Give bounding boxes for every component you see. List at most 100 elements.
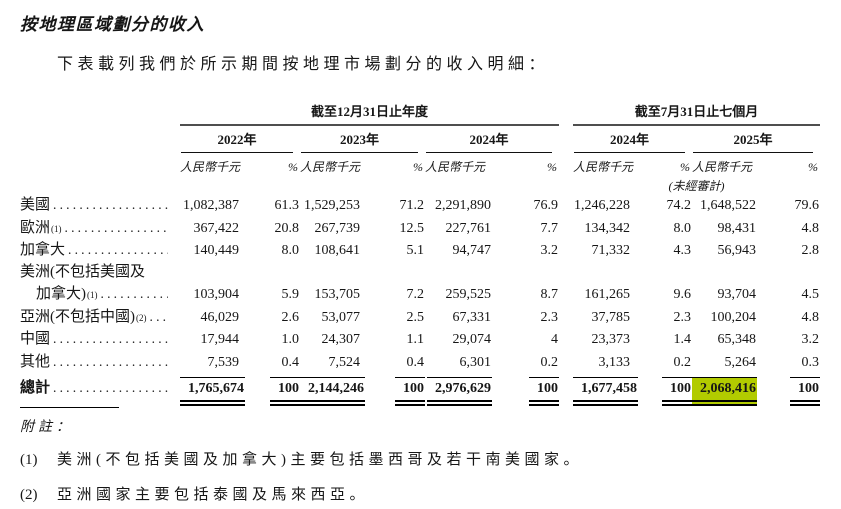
total-value: 100 [270,377,300,406]
cell-percent: 7.7 [540,220,559,236]
cell-percent: 0.3 [801,354,820,370]
cell-percent: 12.5 [399,220,425,236]
dot-leader [101,283,169,306]
footnote-divider [20,407,119,408]
unit-label: 人民幣千元 [425,160,486,174]
cell-percent: 0.4 [281,354,300,370]
cell-percent: 1.1 [406,332,425,347]
row-label: 中國 [20,328,180,351]
unit-header-2024-7m: 人民幣千元% [573,153,692,177]
unit-header-row: 人民幣千元% 人民幣千元% 人民幣千元% 人民幣千元% 人民幣千元% [20,153,820,177]
cell-percent: 1.4 [673,332,692,347]
footnote-2: (2) 亞洲國家主要包括泰國及馬來西亞。 [20,483,369,504]
total-value: 1,765,674 [180,377,245,406]
total-label: 總計 [20,373,180,406]
total-value: 2,976,629 [427,377,492,406]
table-body: 美國 1,082,387 61.3 1,529,253 71.2 2,291,890 76.… [20,194,821,406]
cell-amount: 259,525 [445,287,492,302]
row-label: 美洲(不包括美國及 加拿大) (1) [20,262,180,306]
row-label-text: 總計 [20,380,51,396]
cell-amount: 267,739 [314,220,361,236]
cell-percent: 9.6 [673,287,692,302]
unit-header-2025-7m: 人民幣千元% [692,153,820,177]
group-header-annual: 截至12月31日止年度 [180,97,560,126]
cell-amount: 6,301 [459,354,492,370]
cell-amount: 24,307 [321,332,361,347]
row-label-line: 總計 [20,377,168,400]
footnote-1: (1) 美洲(不包括美國及加拿大)主要包括墨西哥及若干南美國家。 [20,448,583,469]
dot-leader [53,377,168,400]
total-amount: 1,677,458 [573,373,639,406]
row-label-text: 美國 [20,197,51,213]
spacer-cell [559,262,573,306]
dot-leader [53,328,168,351]
cell-amount: 93,704 [717,287,757,302]
page-title: 按地理區域劃分的收入 [20,15,205,34]
cell-amount: 53,077 [321,309,361,325]
cell-amount: 367,422 [193,220,240,236]
spacer-cell [20,153,180,177]
year-header-2022: 2022年 [180,125,300,153]
row-label-line: 美國 [20,194,168,217]
intro-text: 下表載列我們於所示期間按地理市場劃分的收入明細： [57,56,550,73]
group-header-seven-months: 截至7月31日止七個月 [573,97,821,126]
table-row: 中國 17,944 1.0 24,307 1.1 29,074 4 23,373 1.4 65,3… [20,328,820,351]
cell-percent: 1.0 [281,332,300,347]
cell-amount: 29,074 [452,332,492,347]
spacer-cell [559,194,573,217]
total-value: 1,677,458 [573,377,639,406]
cell-amount: 7,524 [328,354,361,370]
row-label-line: 歐洲 (1) [20,217,168,240]
spacer-cell [559,239,573,262]
cell-amount: 94,747 [452,243,492,258]
spacer-cell [559,373,573,406]
year-header-row: 2022年 2023年 2024年 2024年 2025年 [20,125,820,153]
total-value: 2,144,246 [300,377,365,406]
cell-percent: 5.9 [281,287,300,302]
cell-amount: 3,133 [598,354,631,370]
total-value: 100 [395,377,425,406]
total-percent: 100 [361,373,425,406]
unit-header-2023: 人民幣千元% [300,153,425,177]
cell-amount: 56,943 [717,243,757,258]
cell-amount: 37,785 [591,309,631,325]
dot-leader [53,194,168,217]
unit-label: 人民幣千元 [573,160,634,174]
percent-label: % [547,160,558,174]
spacer-cell [559,177,573,194]
cell-percent: 2.5 [406,309,425,325]
table-row: 加拿大 140,449 8.0 108,641 5.1 94,747 3.2 71,332 4.… [20,239,820,262]
cell-percent: 2.3 [673,309,692,325]
unaudited-note: (未經審計) [668,179,725,193]
row-label: 加拿大 [20,239,180,262]
spacer-cell [559,217,573,240]
dot-leader [53,351,168,374]
spacer-cell [20,125,180,153]
cell-amount: 2,291,890 [435,198,491,213]
spacer-cell [20,97,180,125]
footnote-2-number: (2) [20,487,38,503]
cell-amount: 46,029 [200,309,240,325]
cell-percent: 8.0 [673,220,692,236]
percent-label: % [413,160,423,174]
dot-leader [150,306,169,329]
table-row: 歐洲(1) 367,422 20.8 267,739 12.5 227,761 7.7 134… [20,217,820,240]
cell-amount: 227,761 [445,220,492,236]
year-header-2025-7m: 2025年 [692,125,820,153]
cell-amount: 17,944 [200,332,240,347]
percent-label: % [680,160,691,174]
row-label-line: 其他 [20,351,168,374]
row-label-text: 其他 [20,353,51,370]
cell-amount: 134,342 [584,220,631,236]
spacer-cell [559,97,573,125]
unit-label: 人民幣千元 [180,160,241,174]
cell-percent: 3.2 [801,332,820,347]
percent-label: % [288,160,298,174]
revenue-by-region-table: 截至12月31日止年度 截至7月31日止七個月 2022年 2023年 2024… [20,97,821,406]
year-header-2024-7m: 2024年 [573,125,692,153]
percent-label: % [808,160,819,174]
total-amount: 2,068,416 [692,373,758,406]
spacer-cell [559,351,573,374]
total-percent: 100 [757,373,821,406]
